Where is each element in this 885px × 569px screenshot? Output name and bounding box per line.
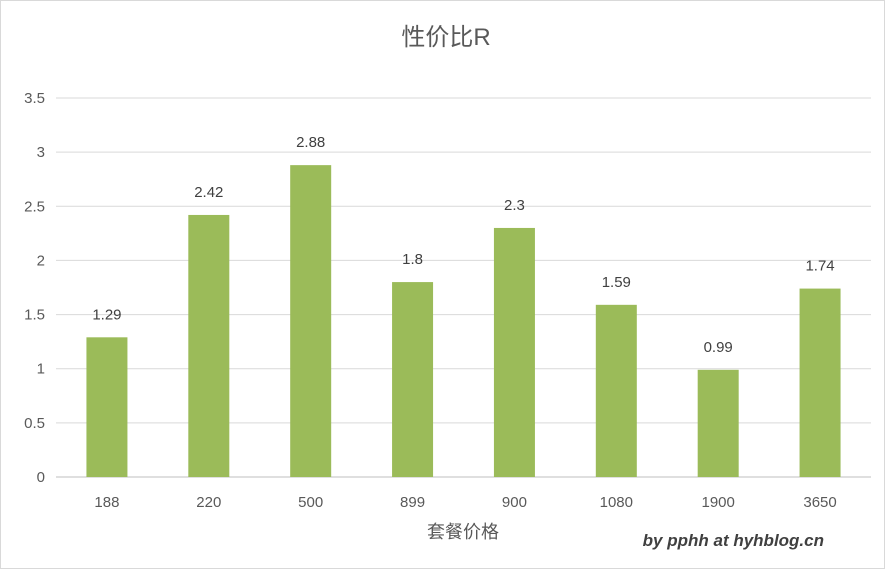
x-tick-label: 500 [298,494,323,511]
data-label: 2.88 [296,134,325,151]
watermark-text: by pphh at hyhblog.cn [643,531,824,550]
y-tick-label: 1 [37,361,45,378]
bars [86,165,841,477]
x-axis-ticks: 188 220 500 899 900 1080 1900 3650 [94,494,836,511]
data-label: 0.99 [704,339,733,356]
data-label: 1.8 [402,251,423,268]
y-axis-ticks: 0 0.5 1 1.5 2 2.5 3 3.5 [24,90,45,486]
bar-899 [392,282,434,477]
data-labels: 1.29 2.42 2.88 1.8 2.3 1.59 0.99 1.74 [92,134,834,356]
data-label: 1.59 [602,274,631,291]
data-label: 1.74 [805,258,834,275]
x-tick-label: 900 [502,494,527,511]
x-tick-label: 1080 [600,494,633,511]
x-tick-label: 188 [94,494,119,511]
y-tick-label: 3.5 [24,90,45,107]
chart-title: 性价比R [401,24,490,51]
y-tick-label: 0 [37,469,45,486]
y-tick-label: 1.5 [24,307,45,324]
x-tick-label: 1900 [702,494,735,511]
bar-900 [493,227,535,477]
data-label: 2.3 [504,197,525,214]
y-tick-label: 0.5 [24,415,45,432]
x-tick-label: 899 [400,494,425,511]
bar-220 [188,214,230,477]
gridlines [56,97,871,478]
y-tick-label: 2.5 [24,198,45,215]
data-label: 1.29 [92,306,121,323]
bar-3650 [799,288,841,477]
y-tick-label: 3 [37,144,45,161]
bar-500 [290,165,332,477]
bar-1900 [697,369,739,477]
x-tick-label: 3650 [803,494,836,511]
x-tick-label: 220 [196,494,221,511]
bar-188 [86,337,128,477]
bar-1080 [595,304,637,477]
y-tick-label: 2 [37,252,45,269]
data-label: 2.42 [194,184,223,201]
x-axis-label: 套餐价格 [427,522,499,542]
